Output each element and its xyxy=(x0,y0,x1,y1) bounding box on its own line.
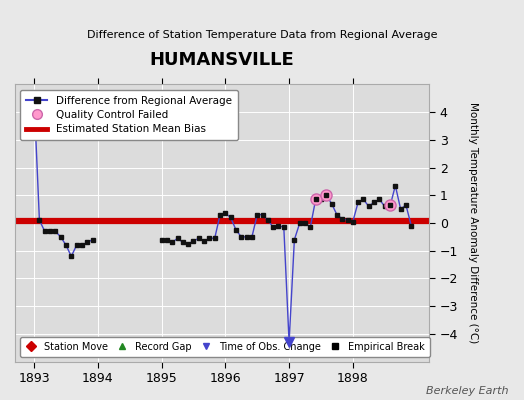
Y-axis label: Monthly Temperature Anomaly Difference (°C): Monthly Temperature Anomaly Difference (… xyxy=(467,102,477,344)
Text: Berkeley Earth: Berkeley Earth xyxy=(426,386,508,396)
Legend: Station Move, Record Gap, Time of Obs. Change, Empirical Break: Station Move, Record Gap, Time of Obs. C… xyxy=(20,337,430,357)
Text: Difference of Station Temperature Data from Regional Average: Difference of Station Temperature Data f… xyxy=(87,30,437,40)
Title: HUMANSVILLE: HUMANSVILLE xyxy=(150,51,294,69)
